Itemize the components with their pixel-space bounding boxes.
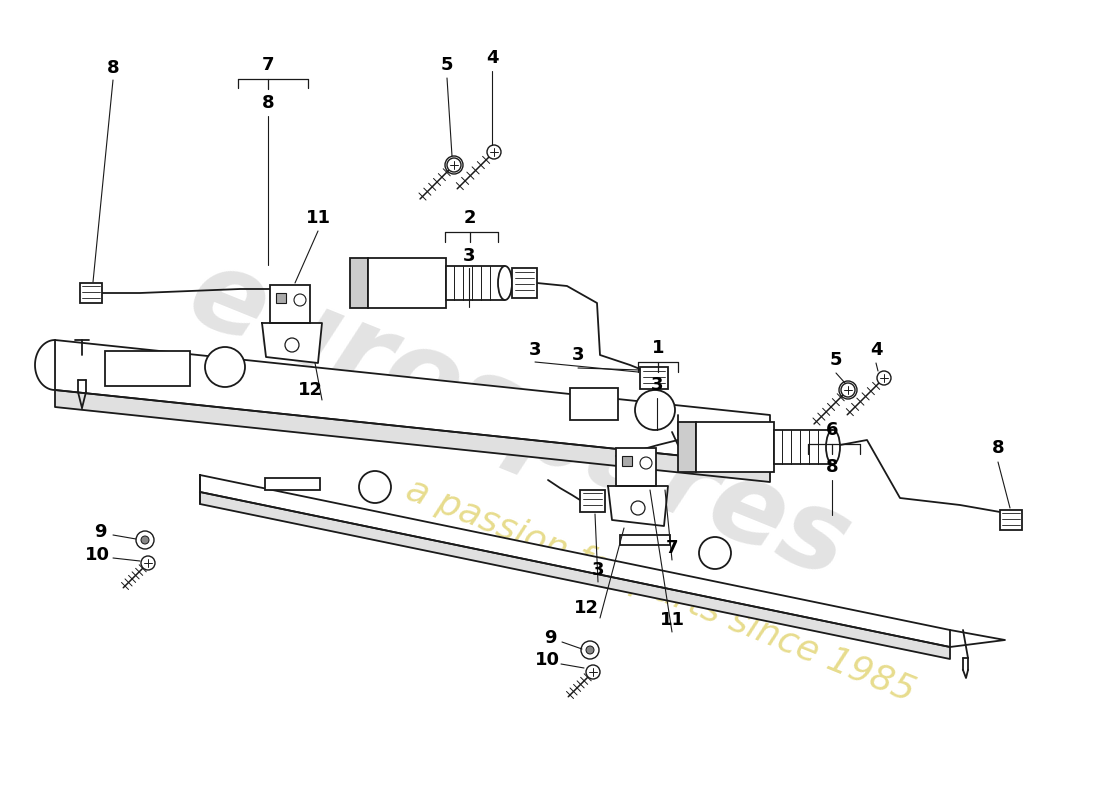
Circle shape	[586, 646, 594, 654]
Ellipse shape	[498, 266, 512, 300]
Text: 5: 5	[829, 351, 843, 369]
Bar	[446, 266, 504, 300]
Text: 1: 1	[651, 339, 664, 357]
Text: 8: 8	[992, 439, 1004, 457]
Text: 5: 5	[441, 56, 453, 74]
Circle shape	[839, 381, 857, 399]
Circle shape	[586, 665, 600, 679]
Text: 3: 3	[572, 346, 584, 364]
Text: 7: 7	[666, 539, 679, 557]
Circle shape	[141, 536, 149, 544]
Polygon shape	[55, 340, 770, 465]
Text: 4: 4	[486, 49, 498, 67]
Bar	[774, 430, 832, 464]
Circle shape	[581, 641, 600, 659]
Bar	[104, 351, 190, 386]
Circle shape	[877, 371, 891, 385]
Bar	[570, 388, 618, 420]
Circle shape	[205, 347, 245, 387]
Circle shape	[136, 531, 154, 549]
Text: 8: 8	[262, 94, 274, 112]
Bar	[621, 456, 632, 466]
Ellipse shape	[826, 430, 840, 464]
Bar	[270, 285, 310, 323]
Polygon shape	[55, 390, 770, 482]
Bar	[640, 367, 668, 389]
Text: 8: 8	[826, 458, 838, 476]
Bar	[620, 535, 670, 545]
Bar	[368, 258, 446, 308]
Circle shape	[285, 338, 299, 352]
Circle shape	[698, 537, 732, 569]
Polygon shape	[35, 340, 55, 390]
Bar	[512, 268, 537, 298]
Bar	[1000, 510, 1022, 530]
Circle shape	[359, 471, 390, 503]
Polygon shape	[200, 492, 950, 659]
Text: 9: 9	[94, 523, 107, 541]
Polygon shape	[200, 475, 950, 647]
Text: 11: 11	[660, 611, 684, 629]
Circle shape	[141, 556, 155, 570]
Text: 3: 3	[651, 376, 663, 394]
Bar	[696, 422, 774, 472]
Text: eurospares: eurospares	[174, 239, 866, 601]
Bar	[616, 448, 656, 486]
Circle shape	[635, 390, 675, 430]
Text: 12: 12	[297, 381, 322, 399]
Circle shape	[447, 158, 461, 172]
Text: 3: 3	[529, 341, 541, 359]
Text: 10: 10	[535, 651, 560, 669]
Polygon shape	[262, 323, 322, 363]
Bar	[265, 478, 320, 490]
Text: 10: 10	[85, 546, 110, 564]
Circle shape	[294, 294, 306, 306]
Text: a passion for parts since 1985: a passion for parts since 1985	[400, 472, 920, 708]
Text: 9: 9	[543, 629, 557, 647]
Text: 4: 4	[870, 341, 882, 359]
Bar	[350, 258, 368, 308]
Text: 2: 2	[464, 209, 476, 227]
Circle shape	[446, 156, 463, 174]
Bar	[276, 293, 286, 303]
Bar	[580, 490, 605, 512]
Text: 6: 6	[826, 421, 838, 439]
Circle shape	[640, 457, 652, 469]
Circle shape	[631, 501, 645, 515]
Circle shape	[844, 386, 852, 394]
Text: 11: 11	[306, 209, 330, 227]
Polygon shape	[608, 486, 668, 526]
Text: 3: 3	[592, 561, 604, 579]
Bar	[678, 422, 696, 472]
Circle shape	[450, 161, 458, 169]
Circle shape	[487, 145, 500, 159]
Bar	[80, 283, 102, 303]
Text: 8: 8	[107, 59, 119, 77]
Text: 12: 12	[573, 599, 598, 617]
Text: 7: 7	[262, 56, 274, 74]
Circle shape	[842, 383, 855, 397]
Text: 3: 3	[463, 247, 475, 265]
